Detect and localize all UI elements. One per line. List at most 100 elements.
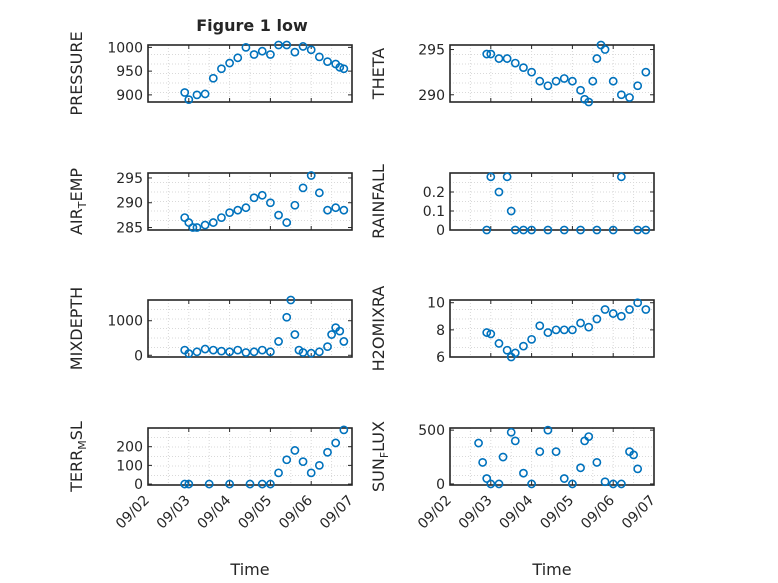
data-point bbox=[600, 305, 610, 314]
data-point bbox=[217, 64, 226, 74]
data-point bbox=[339, 337, 349, 346]
data-point bbox=[282, 40, 292, 50]
ylabel-part: SL bbox=[67, 421, 86, 440]
data-point bbox=[592, 225, 602, 235]
data-point bbox=[225, 58, 234, 68]
data-point bbox=[335, 62, 345, 72]
data-point bbox=[486, 479, 496, 489]
data-point bbox=[625, 93, 634, 102]
data-point bbox=[290, 446, 300, 455]
subplot-airtemp: 285 290 295 AIRTEMP bbox=[67, 168, 353, 237]
data-point bbox=[600, 45, 610, 54]
data-point bbox=[298, 42, 308, 51]
x-tick-label: 09/02 bbox=[415, 493, 455, 533]
data-point bbox=[551, 447, 561, 457]
data-point bbox=[225, 208, 234, 218]
axes-box bbox=[449, 44, 655, 103]
data-point bbox=[274, 40, 283, 50]
data-point bbox=[290, 47, 300, 57]
data-point bbox=[482, 328, 492, 337]
data-point bbox=[580, 436, 590, 446]
data-point bbox=[576, 225, 585, 235]
data-point bbox=[327, 330, 336, 339]
data-point bbox=[519, 225, 528, 235]
data-point bbox=[506, 206, 516, 216]
data-point bbox=[225, 347, 234, 357]
data-point bbox=[298, 457, 308, 467]
data-point bbox=[265, 50, 275, 59]
data-point bbox=[192, 223, 202, 232]
data-point bbox=[180, 88, 190, 97]
data-point bbox=[584, 322, 594, 332]
data-point bbox=[641, 225, 651, 235]
data-point bbox=[498, 452, 508, 462]
x-tick-label: 09/05 bbox=[537, 493, 577, 533]
data-point bbox=[527, 67, 536, 77]
axes-box bbox=[449, 299, 655, 358]
data-point bbox=[314, 188, 324, 198]
data-point bbox=[306, 45, 316, 55]
data-point bbox=[510, 225, 520, 235]
data-point bbox=[543, 425, 553, 435]
data-point bbox=[274, 337, 283, 346]
data-point bbox=[298, 183, 308, 193]
data-point bbox=[478, 458, 488, 467]
data-point bbox=[494, 479, 504, 489]
data-point bbox=[608, 309, 618, 318]
y-tick-label: 1000 bbox=[107, 40, 143, 56]
data-point bbox=[527, 479, 536, 489]
ylabel: H2OMIXRA bbox=[369, 286, 388, 372]
data-point bbox=[323, 205, 332, 215]
ylabel-part: SUN bbox=[369, 458, 388, 492]
data-point bbox=[592, 54, 602, 63]
data-point bbox=[180, 479, 190, 489]
data-point bbox=[502, 54, 512, 63]
data-point bbox=[339, 64, 349, 74]
y-tick-label: 0 bbox=[134, 348, 143, 364]
data-point bbox=[474, 438, 483, 448]
data-point bbox=[625, 305, 634, 314]
subplot-sunflux: 0 500 09/02 09/03 09/04 09/05 09/06 09/07 SUNFLU… bbox=[369, 421, 659, 579]
data-point bbox=[506, 427, 516, 437]
data-point bbox=[519, 63, 528, 73]
data-point bbox=[204, 479, 214, 489]
ylabel: SUNFLUX bbox=[369, 421, 391, 492]
x-tick-label: 09/06 bbox=[276, 492, 316, 532]
data-point bbox=[282, 455, 292, 465]
data-point bbox=[192, 90, 202, 100]
y-tick-label: 6 bbox=[436, 350, 445, 366]
data-point bbox=[543, 225, 553, 235]
data-point bbox=[633, 298, 643, 308]
axes-box bbox=[147, 299, 353, 358]
subplot-pressure: 900 950 1000 PRESSURE bbox=[67, 31, 353, 116]
data-point bbox=[265, 479, 275, 489]
ylabel-subscript: F bbox=[378, 452, 391, 458]
y-tick-label: 290 bbox=[418, 88, 445, 104]
y-tick-label: 8 bbox=[436, 323, 445, 339]
data-point bbox=[200, 89, 210, 99]
ylabel: MIXDEPTH bbox=[67, 287, 86, 370]
data-point bbox=[241, 42, 251, 52]
data-point bbox=[249, 193, 259, 203]
data-point bbox=[486, 49, 496, 59]
data-point bbox=[641, 67, 651, 77]
data-point bbox=[314, 347, 324, 357]
x-tick-label: 09/04 bbox=[195, 492, 235, 532]
ylabel-subscript: M bbox=[76, 440, 89, 450]
data-point bbox=[217, 346, 226, 356]
subplot-h2omixra: 6 8 10 H2OMIXRA bbox=[369, 286, 655, 372]
data-point bbox=[257, 345, 267, 355]
data-point bbox=[208, 73, 218, 83]
data-point bbox=[494, 339, 504, 348]
data-point bbox=[286, 295, 296, 305]
data-point bbox=[282, 218, 292, 227]
data-point bbox=[257, 479, 267, 489]
data-point bbox=[559, 474, 569, 483]
data-point bbox=[339, 425, 349, 435]
data-point bbox=[616, 311, 626, 321]
data-point bbox=[208, 218, 218, 227]
data-point bbox=[568, 479, 577, 489]
data-point bbox=[314, 460, 324, 470]
data-point bbox=[584, 432, 594, 442]
axes-box bbox=[147, 44, 353, 103]
